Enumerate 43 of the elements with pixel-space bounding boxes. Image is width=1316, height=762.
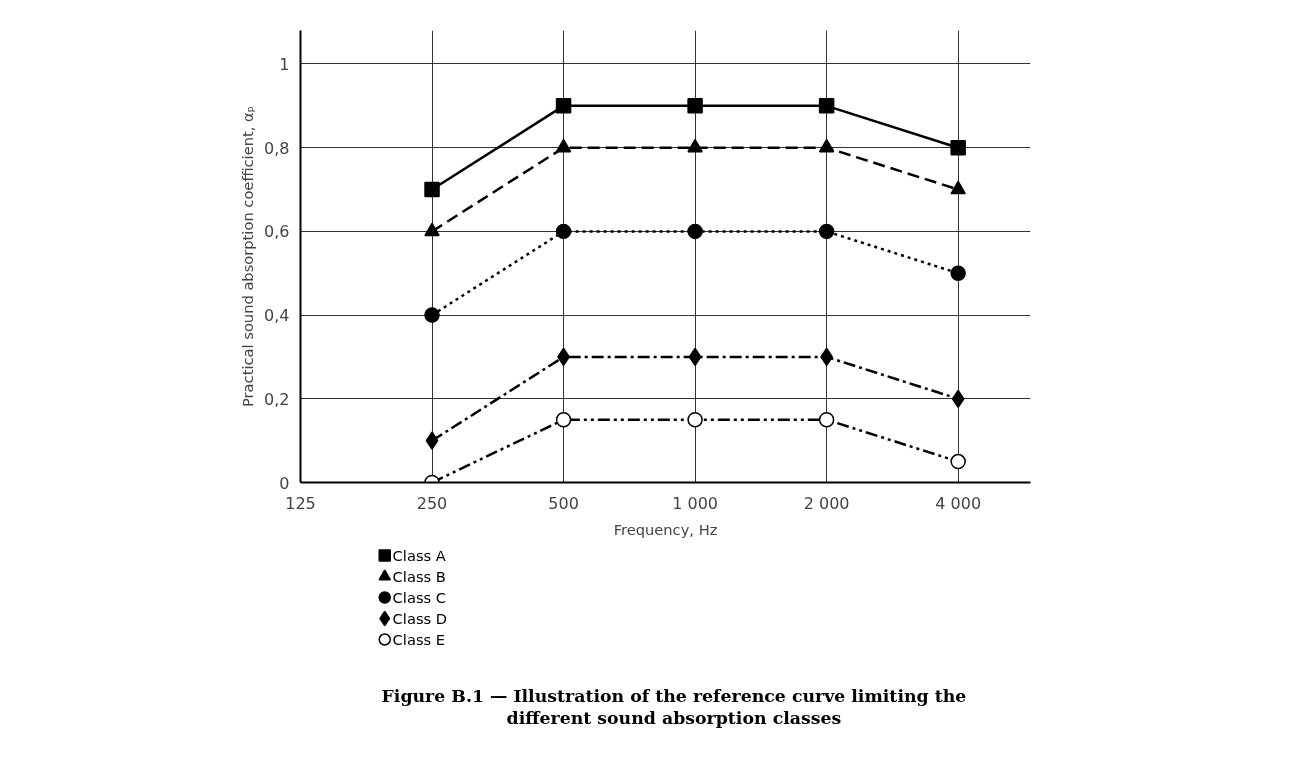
point — [950, 180, 966, 195]
point — [687, 98, 703, 114]
y-tick-label: 0,8 — [264, 138, 290, 158]
x-tick-label: 250 — [416, 493, 448, 513]
point — [951, 389, 965, 409]
text: Figure B.1 — Illustration of the reference curve limiting the different sound absorption classes — [381, 685, 967, 728]
y-tick-label: 0,2 — [264, 389, 290, 409]
y-tick-label: 0,6 — [264, 222, 290, 242]
x-tick-label: 2 000 — [803, 493, 850, 513]
point — [687, 138, 703, 153]
point — [818, 223, 835, 240]
legend-label: Class C — [392, 589, 447, 606]
y-tick-label: 0 — [279, 473, 290, 493]
point — [424, 222, 440, 237]
x-tick-label: 1 000 — [672, 493, 718, 513]
point — [555, 138, 572, 153]
legend-label: Class A — [392, 547, 446, 564]
point — [818, 98, 835, 114]
point — [950, 265, 966, 281]
x-tick-label: 125 — [285, 493, 316, 513]
point — [555, 223, 572, 240]
point — [555, 98, 572, 114]
point — [820, 347, 834, 367]
point — [687, 223, 703, 240]
y-axis-title: Practical sound absorption coefficient, αₚ — [239, 106, 257, 407]
x-axis-title: Frequency, Hz — [613, 520, 718, 538]
legend-label: Class E — [392, 631, 446, 648]
x-tick-label: 500 — [548, 493, 579, 513]
point — [687, 411, 703, 428]
point — [424, 307, 440, 323]
legend-label: Class B — [392, 568, 446, 585]
point — [950, 453, 966, 470]
point — [555, 411, 572, 428]
point — [950, 139, 966, 156]
x-tick-label: 4 000 — [935, 493, 982, 513]
legend-label: Class D — [392, 610, 448, 627]
point — [818, 138, 835, 153]
point — [424, 181, 440, 198]
y-tick-label: 0,4 — [264, 306, 290, 326]
y-tick-label: 1 — [279, 54, 290, 74]
point — [425, 431, 439, 450]
point — [818, 411, 835, 428]
point — [688, 347, 702, 367]
